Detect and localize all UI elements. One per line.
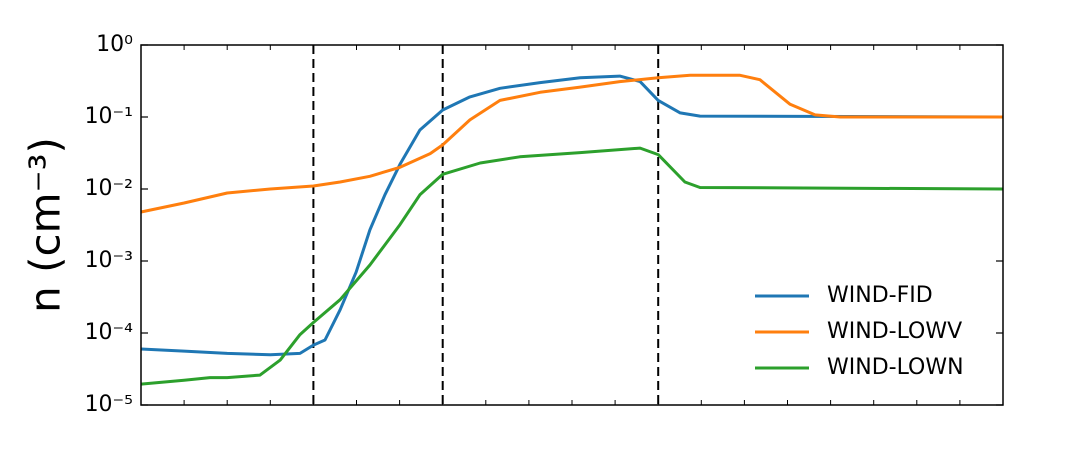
y-tick-label: 10⁻⁵ — [85, 392, 133, 417]
legend-label: WIND-FID — [827, 283, 933, 308]
line — [140, 146, 1004, 386]
y-axis-label: n (cm⁻³) — [21, 137, 70, 313]
line — [140, 73, 1003, 214]
line — [140, 74, 1004, 357]
legend-label: WIND-LOWN — [827, 355, 964, 380]
y-tick-label: 10⁰ — [96, 32, 133, 57]
plot-frame — [140, 44, 1004, 406]
legend-label: WIND-LOWV — [827, 319, 962, 344]
y-tick-label: 10⁻⁴ — [85, 320, 134, 345]
y-tick-label: 10⁻¹ — [85, 104, 133, 129]
y-tick-label: 10⁻³ — [85, 248, 133, 273]
y-tick-label: 10⁻² — [85, 176, 133, 201]
